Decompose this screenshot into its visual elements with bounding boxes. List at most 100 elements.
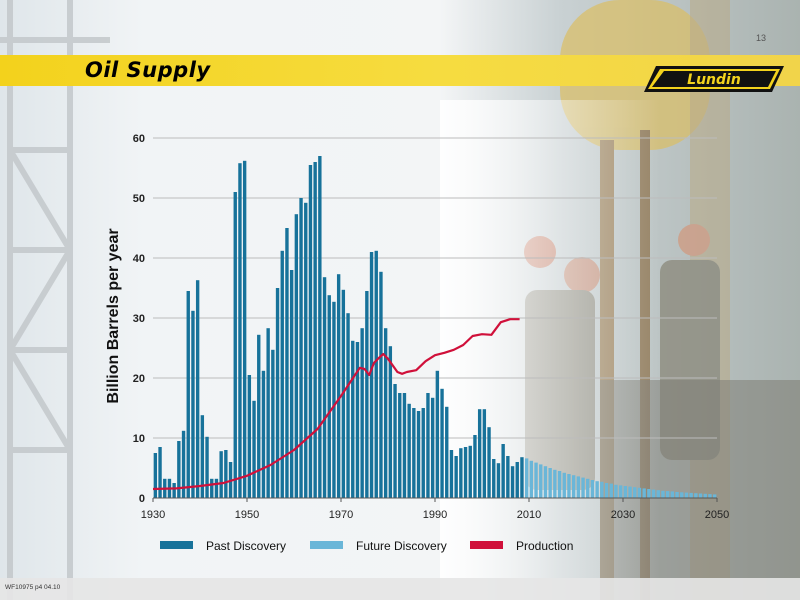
page-number: 13 — [755, 33, 766, 43]
slide-title: Oil Supply — [85, 58, 211, 82]
past-discovery-bar — [520, 457, 524, 498]
past-discovery-bar — [496, 463, 501, 498]
past-discovery-bar — [435, 370, 440, 498]
future-discovery-bar — [651, 489, 656, 498]
past-discovery-bar — [487, 427, 491, 498]
past-discovery-bar — [379, 271, 383, 498]
x-tick-label: 1930 — [141, 509, 165, 521]
gridlines — [153, 137, 717, 439]
future-discovery-bar — [586, 478, 590, 498]
future-discovery-bar — [562, 472, 566, 498]
y-tick-label: 40 — [133, 253, 145, 265]
past-discovery-bar — [233, 192, 237, 498]
past-discovery-bar — [177, 441, 181, 498]
past-discovery-bar — [360, 328, 364, 498]
y-tick-label: 10 — [133, 433, 145, 445]
past-discovery-bar — [257, 334, 261, 498]
past-discovery-bar — [407, 403, 411, 498]
past-discovery-bar — [477, 409, 482, 498]
past-discovery-bar — [412, 408, 416, 498]
past-discovery-bar — [195, 280, 200, 498]
past-discovery-bar — [398, 393, 402, 498]
past-discovery-bar — [327, 295, 331, 498]
future-discovery-bar — [614, 484, 618, 498]
past-discovery-bar — [247, 375, 252, 498]
future-discovery-bar — [661, 490, 665, 498]
past-discovery-bar — [280, 250, 284, 498]
past-discovery-bar — [482, 409, 487, 498]
past-discovery-bar — [285, 228, 289, 498]
past-discovery-bar — [492, 459, 496, 498]
future-discovery-bar — [675, 492, 679, 498]
legend-swatch — [470, 541, 503, 549]
past-discovery-bar — [454, 456, 458, 498]
future-discovery-bar — [680, 492, 684, 498]
legend: Past Discovery Future Discovery Production — [160, 539, 573, 553]
future-discovery-bar — [534, 462, 538, 498]
past-discovery-bar — [336, 274, 341, 498]
past-discovery-bar — [468, 445, 472, 498]
future-discovery-bar — [557, 471, 562, 498]
past-discovery-bar — [219, 451, 223, 498]
x-tick-label: 1970 — [329, 509, 353, 521]
lundin-logo: Lundin — [644, 66, 784, 92]
x-tick-label: 2030 — [611, 509, 635, 521]
past-discovery-bar — [463, 447, 468, 498]
x-tick-label: 1990 — [423, 509, 447, 521]
future-discovery-bars — [524, 458, 717, 498]
past-discovery-bar — [351, 340, 355, 498]
legend-label: Future Discovery — [356, 539, 447, 553]
future-discovery-bar — [609, 483, 613, 498]
past-discovery-bar — [322, 277, 327, 498]
past-discovery-bar — [383, 328, 388, 498]
past-discovery-bar — [158, 447, 162, 498]
future-discovery-bar — [689, 492, 693, 498]
y-tick-label: 60 — [133, 133, 145, 145]
past-discovery-bar — [261, 370, 266, 498]
future-discovery-bar — [656, 490, 660, 498]
past-discovery-bar — [200, 415, 205, 498]
past-discovery-bar — [426, 393, 430, 498]
past-discovery-bar — [289, 270, 294, 498]
future-discovery-bar — [524, 458, 529, 498]
future-discovery-bar — [628, 486, 632, 498]
future-discovery-bar — [581, 477, 585, 498]
past-discovery-bar — [242, 160, 247, 499]
y-tick-label: 30 — [133, 313, 145, 325]
future-discovery-bar — [590, 480, 595, 498]
production-line-group — [152, 318, 520, 491]
past-discovery-bar — [172, 483, 176, 498]
past-discovery-bar — [224, 450, 228, 498]
past-discovery-bar — [402, 393, 407, 498]
future-discovery-bar — [529, 460, 534, 498]
legend-swatch — [160, 541, 193, 549]
past-discovery-bar — [416, 411, 421, 498]
production-line — [152, 318, 520, 491]
future-discovery-bar — [553, 469, 557, 498]
past-discovery-bar — [473, 435, 477, 498]
future-discovery-bar — [665, 491, 670, 498]
past-discovery-bar — [210, 478, 214, 498]
past-discovery-bar — [214, 478, 219, 498]
future-discovery-bar — [595, 481, 599, 498]
past-discovery-bar — [266, 328, 270, 498]
legend-swatch — [310, 541, 343, 549]
past-discovery-bar — [445, 406, 449, 498]
future-discovery-bar — [703, 493, 707, 498]
x-tick-label: 2010 — [517, 509, 541, 521]
logo-text: Lundin — [687, 72, 741, 88]
past-discovery-bar — [449, 450, 454, 498]
past-discovery-bar — [510, 466, 515, 498]
past-discovery-bar — [313, 162, 317, 498]
future-discovery-bar — [548, 468, 552, 498]
y-tick-label: 0 — [139, 493, 145, 505]
future-discovery-bar — [694, 493, 698, 498]
future-discovery-bar — [571, 475, 576, 498]
past-discovery-bar — [388, 346, 393, 498]
past-discovery-bar — [374, 250, 378, 498]
past-discovery-bar — [430, 397, 435, 498]
future-discovery-bar — [637, 487, 642, 498]
future-discovery-bar — [647, 489, 651, 498]
